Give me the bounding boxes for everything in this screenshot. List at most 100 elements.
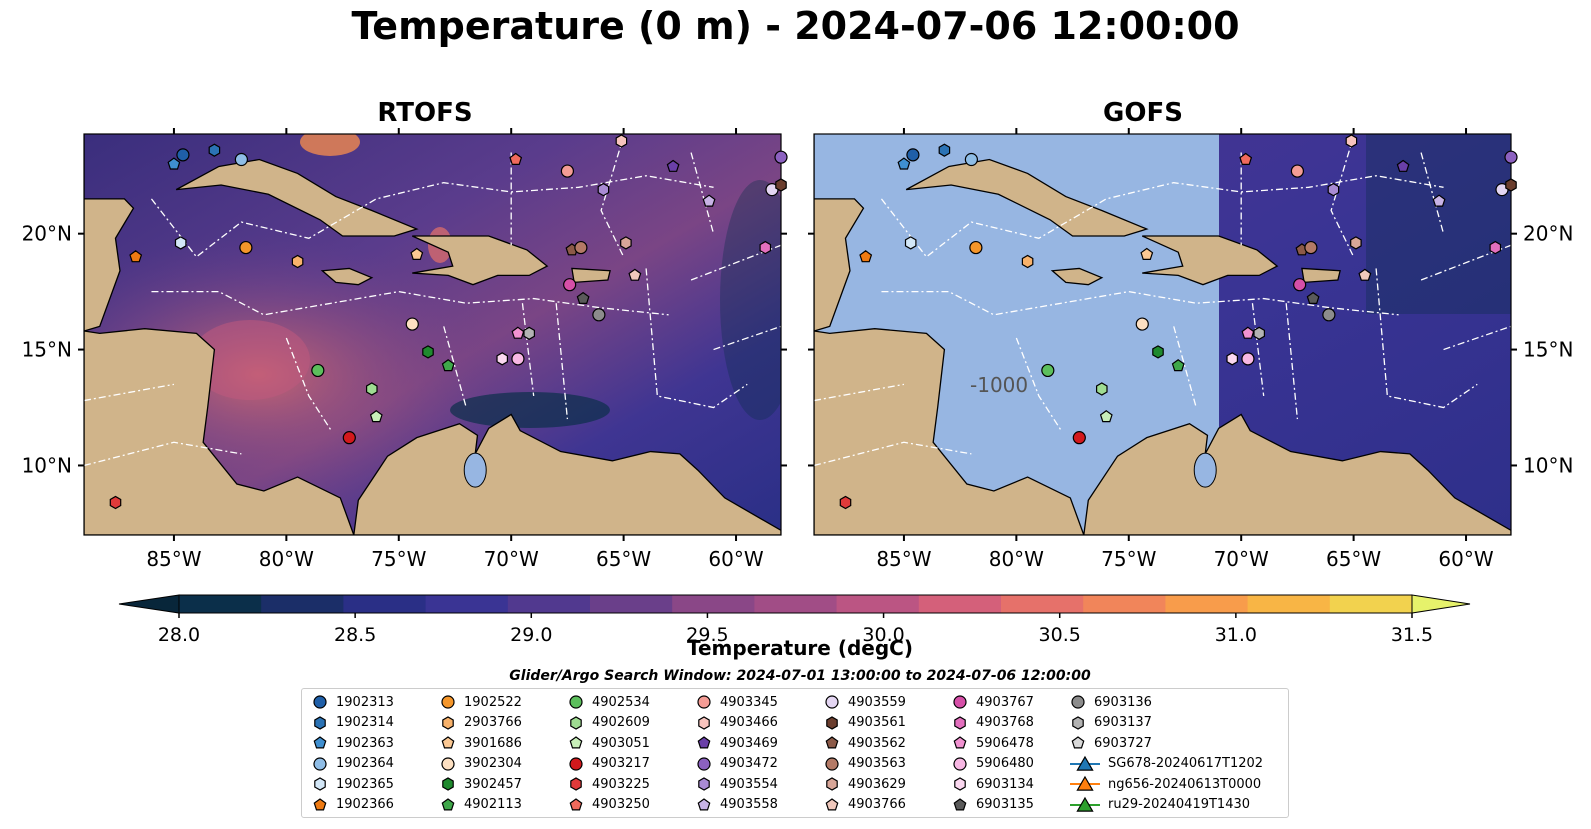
platform-marker-4903469 [666, 159, 680, 172]
legend-marker-icon [697, 756, 711, 771]
platform-marker-2903766 [291, 254, 304, 269]
legend-marker [697, 756, 711, 771]
cool-upwelling [450, 392, 610, 428]
legend-marker [698, 777, 710, 791]
legend-label: 4903345 [720, 694, 778, 710]
land-cuba [175, 158, 419, 237]
legend-marker-icon [697, 736, 711, 749]
legend-marker-icon [442, 715, 454, 730]
legend-item-SG678-20240617T1202: SG678-20240617T1202 [1070, 754, 1263, 774]
land-centralam [84, 328, 355, 535]
legend-label: 3901686 [464, 735, 522, 751]
platform-marker-4903629 [620, 236, 632, 250]
legend-item-4903768: 4903768 [952, 713, 1034, 733]
platform-marker-1902366 [129, 250, 143, 263]
legend-label: 4903766 [848, 797, 906, 812]
platform-marker-4903766 [1358, 268, 1372, 281]
eez-line [814, 383, 905, 402]
legend-marker [1076, 755, 1094, 771]
legend-label: 4903250 [592, 797, 650, 812]
platform-marker-1902314 [938, 143, 951, 157]
legend-marker-icon [698, 715, 710, 730]
platform-marker-4903466 [615, 134, 628, 148]
platform-marker-3901686 [1140, 247, 1154, 260]
legend-item-4903217: 4903217 [568, 754, 650, 774]
legend-marker [825, 756, 839, 771]
colorbar-segment [179, 595, 262, 613]
platform-marker-4902534 [311, 363, 325, 378]
eez-line [1443, 325, 1511, 351]
legend-item-1902366: 1902366 [312, 795, 394, 815]
land-mexico [84, 134, 135, 332]
legend-marker-icon [825, 736, 839, 749]
platform-marker-4903466 [1345, 134, 1358, 148]
legend-marker-icon [953, 736, 967, 749]
platform-marker-4902534 [1041, 363, 1055, 378]
platform-marker-4903472 [1504, 150, 1518, 164]
platform-marker-4903554 [597, 182, 610, 197]
legend-marker-icon [953, 695, 967, 709]
lon-tick-label: 85°W [146, 547, 201, 571]
legend-marker [826, 777, 838, 791]
land-puertorico [571, 267, 611, 284]
lon-tick-label: 70°W [484, 547, 539, 571]
legend-marker [313, 695, 327, 709]
land-masses [814, 134, 1511, 535]
legend-label: 4903472 [720, 756, 778, 771]
colorbar-segment [836, 595, 920, 613]
platform-marker-4903225 [839, 495, 852, 510]
search-window-text: Glider/Argo Search Window: 2024-07-01 13… [509, 668, 1091, 684]
legend-marker-icon [569, 756, 583, 771]
legend-marker [442, 715, 454, 730]
eez-line [1173, 326, 1197, 408]
legend-marker [313, 797, 327, 810]
legend-marker [569, 736, 583, 749]
legend-label: 6903727 [1094, 735, 1152, 751]
platform-marker-4903217 [342, 431, 356, 445]
legend: 1902313 1902314 1902363 1902364 1902365 19023… [301, 688, 1289, 818]
platform-marker-1902363 [897, 157, 911, 170]
eez-boundaries [814, 136, 1511, 467]
legend-label: 4903563 [848, 756, 906, 771]
platform-marker-1902364 [234, 152, 248, 167]
platform-marker-1902314 [208, 143, 221, 157]
legend-marker-icon [442, 777, 454, 791]
legend-marker [314, 777, 326, 791]
platform-marker-4902609 [1095, 382, 1108, 396]
legend-item-4903767: 4903767 [952, 692, 1034, 712]
axis-ticks: 85°W 80°W 75°W 70°W 65°W 60°W 20°N 15°N 10°N 85°W… [22, 128, 1573, 571]
legend-marker-icon [569, 736, 583, 749]
legend-item-4903469: 4903469 [696, 733, 778, 753]
lat-tick-label: 15°N [1523, 338, 1573, 362]
legend-item-1902313: 1902313 [312, 692, 394, 712]
legend-item-6903136: 6903136 [1070, 692, 1152, 712]
legend-label: 4903768 [976, 715, 1034, 730]
legend-marker-icon [569, 695, 583, 709]
platform-marker-4903629 [1350, 236, 1362, 250]
legend-marker-icon [953, 756, 967, 771]
legend-label: 4903559 [848, 694, 906, 710]
legend-marker [953, 756, 967, 771]
legend-label: 1902313 [336, 694, 394, 710]
colorbar-segment [425, 595, 509, 613]
land-mexico [814, 134, 865, 332]
lon-tick-label: 60°W [1438, 547, 1493, 571]
legend-label: 1902366 [336, 797, 394, 812]
eez-line [555, 303, 569, 420]
eez-line [1420, 152, 1445, 234]
legend-item-6903727: 6903727 [1070, 733, 1152, 753]
eez-line [814, 441, 972, 467]
platform-marker-3901686 [410, 247, 424, 260]
legend-item-1902364: 1902364 [312, 754, 394, 774]
lat-tick-label: 10°N [1523, 453, 1573, 477]
legend-item-4903466: 4903466 [696, 713, 778, 733]
platform-marker-4902113 [1171, 359, 1185, 372]
legend-item-6903135: 6903135 [952, 795, 1034, 815]
platform-marker-6903137 [523, 326, 536, 340]
colorbar-tick-label: 28.5 [334, 624, 376, 646]
legend-marker [1076, 775, 1094, 791]
platform-marker-4902113 [441, 359, 455, 372]
legend-marker-icon [313, 797, 327, 810]
legend-item-1902365: 1902365 [312, 774, 394, 794]
legend-item-2903766: 2903766 [440, 713, 522, 733]
